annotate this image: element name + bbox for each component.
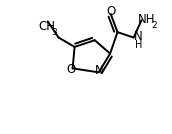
Text: NH: NH [138,13,155,26]
Text: H: H [135,40,142,50]
Text: O: O [106,5,115,18]
Text: N: N [95,64,104,77]
Text: O: O [66,63,75,76]
Text: N: N [134,30,143,43]
Text: CH: CH [39,20,56,33]
Text: 2: 2 [152,21,157,30]
Text: 3: 3 [51,28,57,37]
